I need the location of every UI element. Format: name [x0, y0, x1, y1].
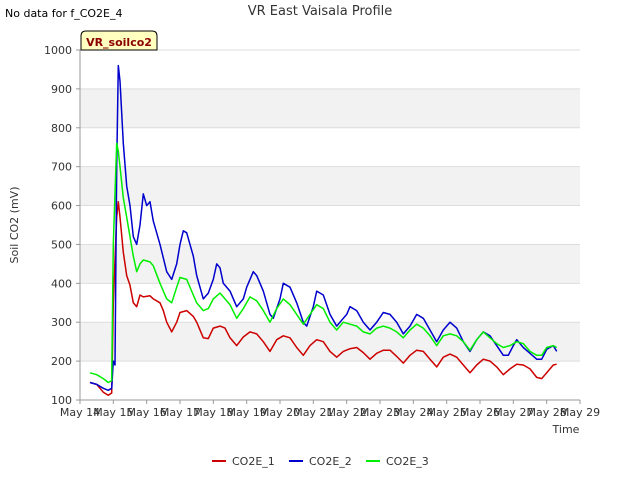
x-tick-label: May 26 [460, 406, 500, 419]
x-tick-label: May 22 [327, 406, 367, 419]
x-tick-label: May 24 [393, 406, 433, 419]
no-data-note: No data for f_CO2E_4 [5, 7, 123, 20]
x-tick-label: May 18 [193, 406, 233, 419]
legend-label-co2e-3: CO2E_3 [386, 455, 429, 468]
y-axis-label: Soil CO2 (mV) [8, 187, 21, 264]
y-tick-label: 800 [51, 122, 72, 135]
x-tick-label: May 23 [360, 406, 400, 419]
series-line-co2e-2 [89, 64, 558, 392]
plot-background [80, 50, 580, 400]
grid-band [80, 88, 580, 128]
y-tick-label: 400 [51, 277, 72, 290]
x-tick-label: May 20 [260, 406, 300, 419]
legend-label-co2e-2: CO2E_2 [309, 455, 352, 468]
y-tick-label: 1000 [44, 44, 72, 57]
y-tick-label: 700 [51, 161, 72, 174]
y-tick-label: 900 [51, 83, 72, 96]
x-tick-label: May 28 [527, 406, 567, 419]
x-tick-label: May 17 [160, 406, 200, 419]
x-tick-label: May 21 [293, 406, 333, 419]
series-line-co2e-3 [89, 142, 558, 384]
y-tick-label: 200 [51, 355, 72, 368]
y-tick-label: 100 [51, 394, 72, 407]
grid-band [80, 322, 580, 362]
x-tick-label: May 16 [127, 406, 167, 419]
legend-label-co2e-1: CO2E_1 [232, 455, 275, 468]
site-tag-label: VR_soilco2 [86, 36, 152, 49]
site-tag: VR_soilco2 [80, 30, 158, 51]
site-tag-box [80, 30, 158, 51]
series-lines [89, 64, 558, 397]
chart-title: VR East Vaisala Profile [248, 4, 393, 19]
y-tick-label: 600 [51, 200, 72, 213]
y-tick-label: 300 [51, 316, 72, 329]
x-tick-label: May 27 [493, 406, 533, 419]
x-tick-label: May 15 [93, 406, 133, 419]
x-tick-label: May 14 [60, 406, 100, 419]
x-tick-label: May 29 [560, 406, 600, 419]
x-tick-label: May 19 [227, 406, 267, 419]
x-axis-label: Time [552, 423, 580, 436]
series-line-co2e-1 [89, 200, 557, 397]
grid-band [80, 166, 580, 206]
grid-band [80, 244, 580, 284]
x-tick-label: May 25 [427, 406, 467, 419]
y-tick-label: 500 [51, 238, 72, 251]
legend: CO2E_1 CO2E_2 CO2E_3 [212, 455, 429, 468]
